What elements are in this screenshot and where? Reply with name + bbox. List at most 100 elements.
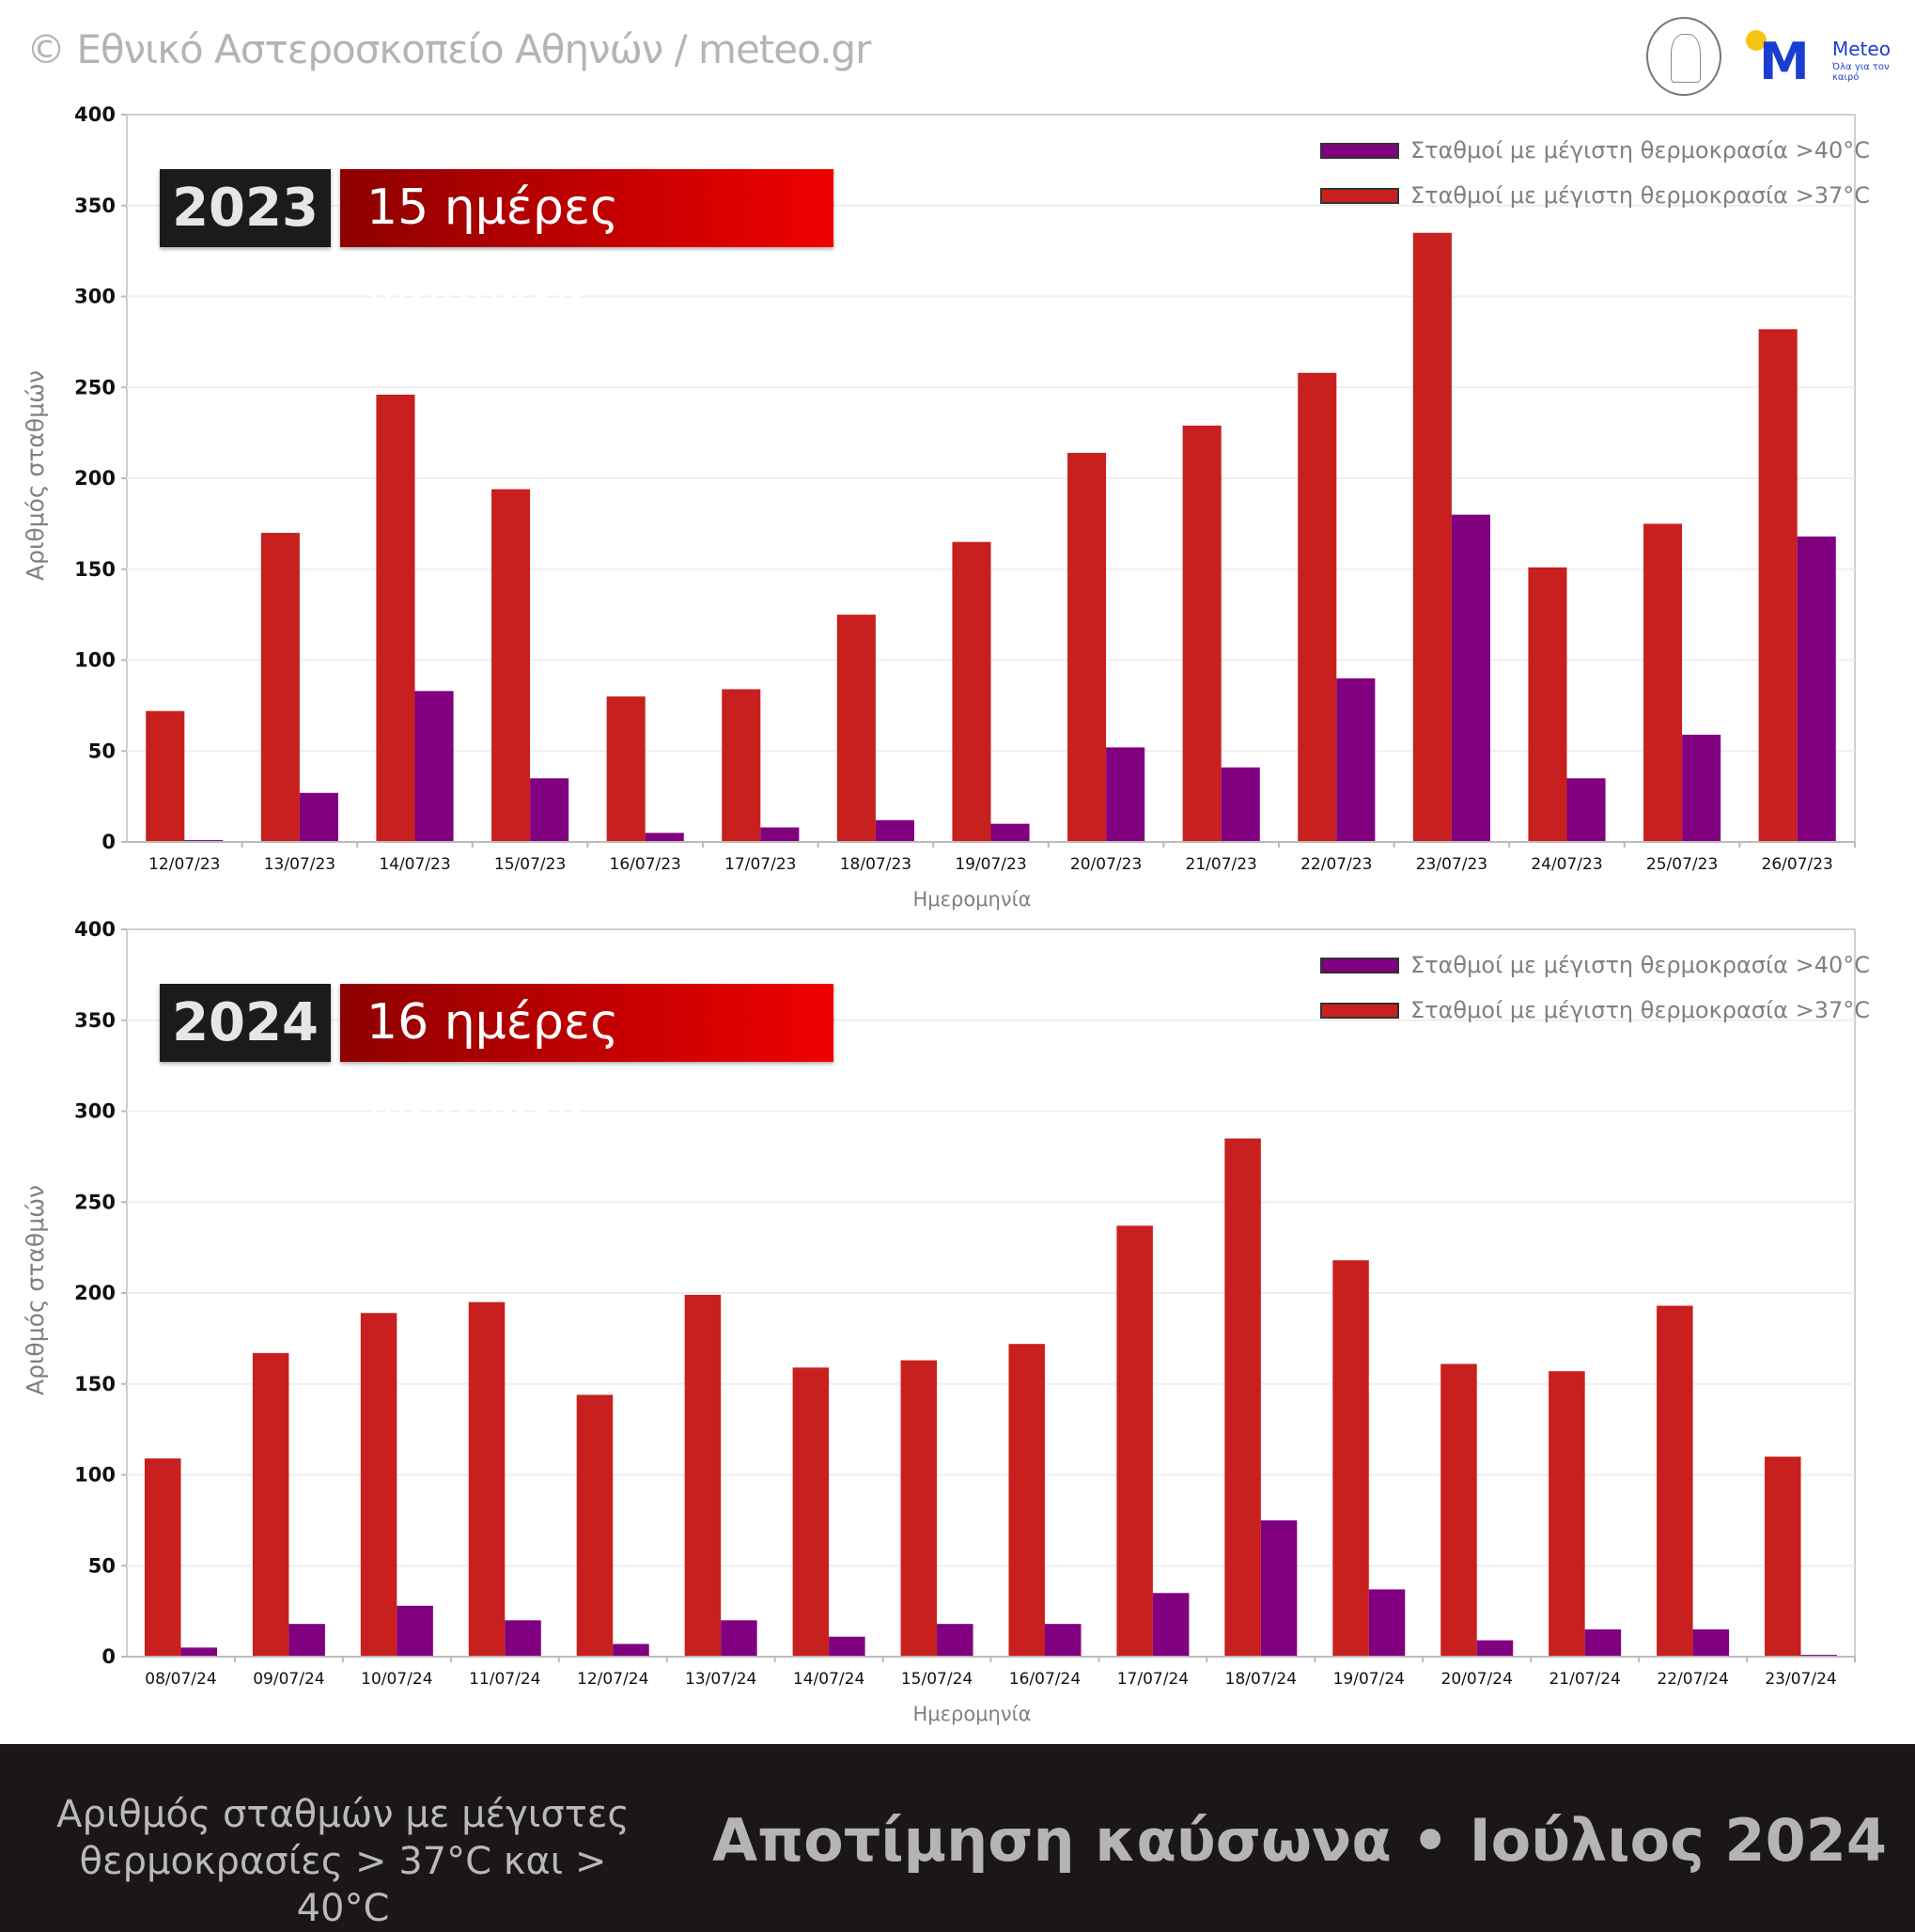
bar-above37 xyxy=(1549,1371,1585,1657)
x-tick-label: 21/07/24 xyxy=(1549,1670,1620,1689)
legend-swatch xyxy=(1320,142,1399,159)
bar-above40 xyxy=(1682,734,1721,842)
legend-item-above37: Σταθμοί με μέγιστη θερμοκρασία >37°C xyxy=(1320,173,1870,218)
bar-above37 xyxy=(144,1458,181,1657)
bar-above37 xyxy=(260,533,300,842)
bar-above37 xyxy=(900,1360,938,1657)
bar-above40 xyxy=(1336,678,1376,842)
legend-label: Σταθμοί με μέγιστη θερμοκρασία >40°C xyxy=(1410,137,1870,164)
y-tick-label: 300 xyxy=(74,1100,116,1123)
bar-above40 xyxy=(1044,1624,1082,1657)
bar-above37 xyxy=(1643,523,1683,842)
charts-canvas: 0 50 100 150 200 250 300 350 400 12/07/23 13/07/23… xyxy=(22,103,1856,1725)
x-tick-label: 13/07/24 xyxy=(685,1670,756,1689)
footer-banner: Αριθμός σταθμών με μέγιστες θερμοκρασίες… xyxy=(0,1744,1915,1932)
x-tick-label: 24/07/23 xyxy=(1531,855,1602,874)
y-tick-label: 200 xyxy=(74,1282,116,1304)
legend-swatch xyxy=(1320,187,1399,204)
legend-2024: Σταθμοί με μέγιστη θερμοκρασία >40°C Στα… xyxy=(1320,943,1870,1033)
y-tick-label: 150 xyxy=(74,1373,116,1395)
bar-above40 xyxy=(414,691,454,842)
x-axis-title: Ημερομηνία xyxy=(912,1703,1031,1725)
bar-above37 xyxy=(1224,1138,1261,1657)
meteo-logo: M Meteo Όλα για τον καιρό xyxy=(1746,30,1896,91)
bar-above37 xyxy=(952,541,991,842)
x-tick-label: 22/07/23 xyxy=(1300,855,1372,874)
bar-above37 xyxy=(376,394,415,842)
year-badge-2024: 2024 xyxy=(160,984,331,1062)
y-tick-label: 350 xyxy=(74,195,116,217)
y-tick-label: 250 xyxy=(74,376,116,398)
bar-above40 xyxy=(990,823,1030,842)
y-tick-label: 200 xyxy=(74,467,116,490)
footer-title: Αποτίμηση καύσωνα • Ιούλιος 2024 xyxy=(712,1806,1887,1875)
legend-swatch xyxy=(1320,957,1399,974)
x-tick-label: 17/07/24 xyxy=(1117,1670,1189,1689)
x-tick-label: 19/07/24 xyxy=(1333,1670,1405,1689)
bar-above37 xyxy=(252,1352,289,1657)
bar-above37 xyxy=(1008,1344,1045,1657)
bar-above37 xyxy=(1412,232,1452,842)
legend-item-above37: Σταθμοί με μέγιστη θερμοκρασία >37°C xyxy=(1320,988,1870,1033)
bar-above40 xyxy=(1221,767,1260,842)
bar-above40 xyxy=(530,778,569,842)
bar-above40 xyxy=(299,792,338,842)
bar-above37 xyxy=(146,710,185,842)
heatwave-days-badge-2024: 16 ημέρες καύσωνα xyxy=(340,984,833,1129)
bar-above40 xyxy=(397,1605,433,1657)
bar-above40 xyxy=(875,819,914,842)
bar-above40 xyxy=(645,833,684,842)
m-logo-mark: M xyxy=(1759,32,1810,91)
bar-above40 xyxy=(1260,1519,1298,1657)
x-tick-label: 10/07/24 xyxy=(361,1670,432,1689)
y-axis-title: Αριθμός σταθμών xyxy=(22,1185,49,1395)
x-tick-label: 20/07/24 xyxy=(1441,1670,1513,1689)
y-tick-label: 100 xyxy=(74,1464,116,1487)
x-tick-label: 12/07/23 xyxy=(148,855,220,874)
x-tick-label: 18/07/23 xyxy=(840,855,911,874)
x-tick-label: 20/07/23 xyxy=(1070,855,1142,874)
x-tick-label: 16/07/23 xyxy=(610,855,681,874)
y-tick-label: 300 xyxy=(74,286,116,308)
x-axis-title: Ημερομηνία xyxy=(912,888,1031,911)
legend-item-above40: Σταθμοί με μέγιστη θερμοκρασία >40°C xyxy=(1320,128,1870,173)
x-tick-label: 18/07/24 xyxy=(1225,1670,1297,1689)
legend-label: Σταθμοί με μέγιστη θερμοκρασία >37°C xyxy=(1410,182,1870,209)
bar-above37 xyxy=(1182,425,1222,842)
bar-above37 xyxy=(468,1301,506,1657)
y-tick-label: 0 xyxy=(101,831,116,853)
bar-above40 xyxy=(613,1644,649,1657)
bar-above37 xyxy=(576,1394,614,1657)
legend-item-above40: Σταθμοί με μέγιστη θερμοκρασία >40°C xyxy=(1320,943,1870,988)
bar-above37 xyxy=(1298,372,1337,842)
y-tick-label: 350 xyxy=(74,1009,116,1032)
x-tick-label: 11/07/24 xyxy=(469,1670,540,1689)
legend-label: Σταθμοί με μέγιστη θερμοκρασία >40°C xyxy=(1410,952,1870,978)
bar-above37 xyxy=(1067,452,1107,842)
bar-above37 xyxy=(1657,1305,1693,1657)
y-axis-title: Αριθμός σταθμών xyxy=(22,370,49,581)
x-tick-label: 26/07/23 xyxy=(1762,855,1833,874)
bar-above37 xyxy=(1440,1363,1477,1657)
x-tick-label: 19/07/23 xyxy=(955,855,1026,874)
x-tick-label: 09/07/24 xyxy=(253,1670,324,1689)
x-tick-label: 08/07/24 xyxy=(145,1670,216,1689)
bar-above40 xyxy=(721,1620,757,1657)
bar-above37 xyxy=(1528,567,1567,842)
sun-icon xyxy=(1746,30,1767,51)
bar-above37 xyxy=(360,1313,397,1657)
x-tick-label: 23/07/24 xyxy=(1765,1670,1836,1689)
legend-swatch xyxy=(1320,1002,1399,1019)
bar-above37 xyxy=(1116,1225,1153,1657)
y-tick-label: 50 xyxy=(88,1554,116,1577)
bar-above37 xyxy=(1758,329,1798,843)
y-tick-label: 0 xyxy=(101,1645,116,1668)
bar-above37 xyxy=(1332,1260,1369,1657)
x-tick-label: 22/07/24 xyxy=(1657,1670,1728,1689)
copyright-text: © Εθνικό Αστεροσκοπείο Αθηνών / meteo.gr xyxy=(26,26,871,72)
bar-above40 xyxy=(937,1624,973,1657)
x-tick-label: 23/07/23 xyxy=(1416,855,1487,874)
bar-above40 xyxy=(760,827,800,842)
y-tick-label: 250 xyxy=(74,1191,116,1213)
year-badge-2023: 2023 xyxy=(160,169,331,247)
